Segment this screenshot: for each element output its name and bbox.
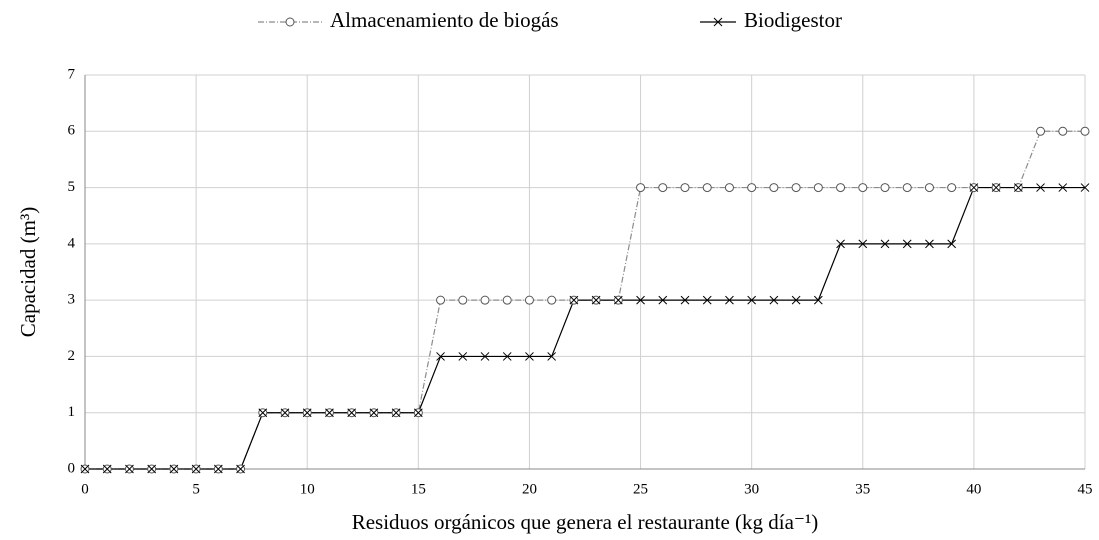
y-tick-label: 5 (68, 179, 76, 195)
point (191, 464, 201, 474)
point (547, 352, 557, 361)
point (369, 408, 379, 418)
point (525, 352, 534, 361)
point (169, 464, 179, 474)
point (1058, 183, 1068, 192)
point (1036, 183, 1045, 192)
point (813, 295, 823, 305)
y-tick-label: 7 (68, 66, 76, 82)
point (391, 408, 401, 418)
point (636, 295, 645, 305)
point (1080, 183, 1090, 192)
x-tick-label: 45 (1078, 481, 1093, 497)
y-tick-label: 3 (68, 292, 76, 308)
point (125, 464, 134, 474)
point (458, 295, 468, 305)
point (725, 295, 734, 305)
x-tick-label: 10 (300, 481, 315, 497)
point (258, 408, 268, 418)
point (480, 295, 490, 305)
x-tick-label: 20 (522, 481, 537, 497)
point (524, 295, 534, 305)
y-tick-label: 4 (68, 235, 76, 251)
point (502, 295, 512, 305)
point (547, 295, 557, 305)
legend-marker (713, 17, 723, 27)
point (1058, 126, 1068, 136)
point (480, 352, 490, 361)
point (458, 352, 468, 361)
x-tick-label: 25 (633, 481, 648, 497)
point (680, 183, 690, 193)
point (413, 408, 423, 418)
point (991, 183, 1001, 192)
y-tick-label: 6 (68, 123, 76, 139)
x-tick-label: 0 (81, 481, 89, 497)
point (102, 464, 112, 474)
point (902, 239, 912, 249)
point (347, 408, 357, 418)
point (791, 183, 801, 193)
x-tick-label: 35 (855, 481, 870, 497)
point (213, 464, 223, 474)
x-tick-label: 30 (744, 481, 759, 497)
point (436, 352, 445, 361)
point (236, 464, 245, 474)
point (569, 295, 579, 305)
point (1013, 183, 1023, 192)
point (724, 183, 734, 193)
point (858, 239, 868, 249)
point (858, 183, 868, 193)
point (436, 295, 446, 305)
point (302, 408, 312, 418)
point (791, 295, 801, 305)
point (280, 408, 290, 418)
point (147, 464, 157, 474)
point (80, 464, 90, 474)
point (658, 295, 668, 305)
point (925, 239, 934, 249)
point (680, 295, 690, 305)
x-axis-label: Residuos orgánicos que genera el restaur… (352, 510, 819, 534)
legend-marker (285, 17, 295, 27)
legend-label: Almacenamiento de biogás (330, 8, 559, 32)
y-tick-label: 1 (68, 404, 76, 420)
point (636, 183, 646, 193)
point (1036, 126, 1046, 136)
point (836, 183, 846, 193)
point (769, 295, 779, 305)
point (658, 183, 668, 193)
point (325, 408, 334, 418)
point (1080, 126, 1090, 136)
point (769, 183, 779, 193)
point (836, 239, 845, 249)
legend-label: Biodigestor (744, 8, 842, 32)
point (591, 295, 601, 305)
point (702, 295, 712, 305)
point (747, 183, 757, 193)
point (947, 183, 957, 193)
x-tick-label: 40 (966, 481, 981, 497)
point (880, 183, 890, 193)
y-tick-label: 0 (68, 460, 76, 476)
series-line (85, 186, 1085, 470)
point (702, 183, 712, 193)
point (902, 183, 912, 193)
point (880, 239, 890, 249)
point (924, 183, 934, 193)
point (747, 295, 757, 305)
y-axis-label: Capacidad (m³) (16, 207, 40, 338)
y-tick-label: 2 (68, 348, 76, 364)
point (502, 352, 512, 361)
point (613, 295, 623, 305)
x-tick-label: 5 (192, 481, 200, 497)
point (969, 183, 979, 192)
x-tick-label: 15 (411, 481, 426, 497)
point (947, 239, 957, 249)
point (813, 183, 823, 193)
